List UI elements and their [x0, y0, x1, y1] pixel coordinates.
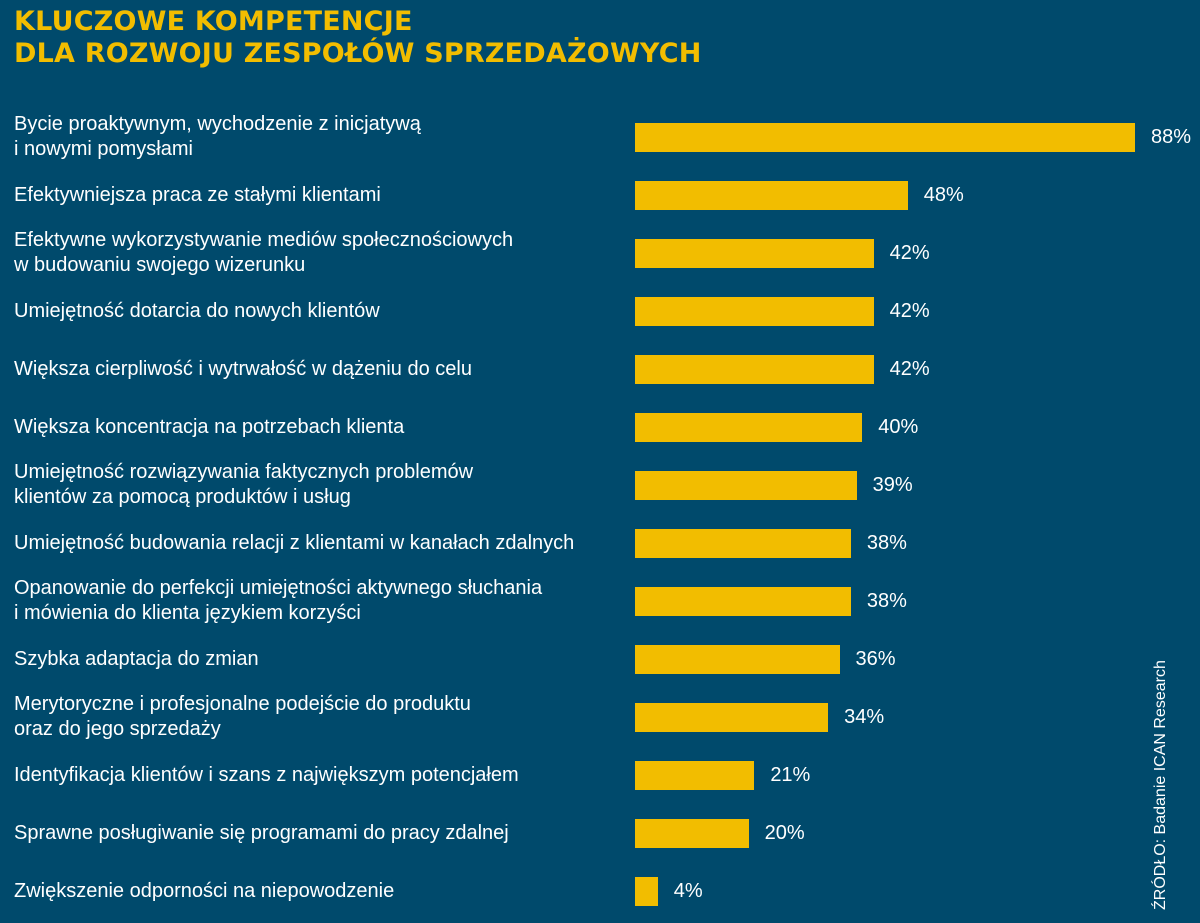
category-label: Merytoryczne i profesjonalne podejście d…: [14, 693, 471, 740]
chart-title-line-2: DLA ROZWOJU ZESPOŁÓW SPRZEDAŻOWYCH: [14, 38, 702, 69]
value-label: 4%: [673, 879, 703, 902]
bar: [635, 529, 851, 558]
source-note: ŹRÓDŁO: Badanie ICAN Research: [1152, 660, 1176, 910]
value-label: 88%: [1151, 125, 1192, 148]
bar-row: Identyfikacja klientów i szans z najwięk…: [0, 746, 1200, 804]
bar: [635, 413, 863, 442]
source-text: ŹRÓDŁO: Badanie ICAN Research: [1152, 660, 1169, 910]
category-label: Umiejętność rozwiązywania faktycznych pr…: [14, 461, 474, 508]
category-label: Efektywniejsza praca ze stałymi klientam…: [14, 183, 381, 206]
value-label: 42%: [889, 357, 930, 380]
bar: [635, 761, 755, 790]
bar-row: Umiejętność dotarcia do nowych klientów 4…: [0, 282, 1200, 340]
value-label: 42%: [889, 241, 930, 264]
bar-row: Umiejętność budowania relacji z klientam…: [0, 514, 1200, 572]
bar: [635, 355, 874, 384]
bar: [635, 645, 840, 674]
bar-row: Merytoryczne i profesjonalne podejście d…: [0, 688, 1200, 746]
value-label: 42%: [889, 299, 930, 322]
bar: [635, 123, 1135, 152]
bar: [635, 181, 908, 210]
category-label: Bycie proaktywnym, wychodzenie z inicjat…: [14, 113, 421, 160]
value-label: 36%: [855, 647, 896, 670]
value-label: 39%: [872, 473, 913, 496]
bar-row: Szybka adaptacja do zmian 36%: [0, 630, 1200, 688]
bar-row: Bycie proaktywnym, wychodzenie z inicjat…: [0, 108, 1200, 166]
bar: [635, 239, 874, 268]
bar: [635, 297, 874, 326]
chart-title: KLUCZOWE KOMPETENCJE DLA ROZWOJU ZESPOŁÓ…: [14, 6, 702, 70]
value-label: 48%: [923, 183, 964, 206]
bar: [635, 877, 658, 906]
bar: [635, 819, 749, 848]
category-label: Umiejętność budowania relacji z klientam…: [14, 531, 575, 554]
bar: [635, 703, 829, 732]
bar-row: Opanowanie do perfekcji umiejętności akt…: [0, 572, 1200, 630]
bar-row: Zwiększenie odporności na niepowodzenie 4…: [0, 862, 1200, 920]
bar-row: Efektywne wykorzystywanie mediów społecz…: [0, 224, 1200, 282]
chart-title-line-1: KLUCZOWE KOMPETENCJE: [14, 6, 413, 37]
category-label: Efektywne wykorzystywanie mediów społecz…: [14, 229, 514, 276]
bar-row: Większa koncentracja na potrzebach klien…: [0, 398, 1200, 456]
category-label: Większa koncentracja na potrzebach klien…: [14, 415, 405, 438]
category-label: Zwiększenie odporności na niepowodzenie: [14, 879, 395, 902]
bar-row: Efektywniejsza praca ze stałymi klientam…: [0, 166, 1200, 224]
value-label: 20%: [764, 821, 805, 844]
bar: [635, 471, 857, 500]
value-label: 40%: [878, 415, 919, 438]
value-label: 38%: [866, 531, 907, 554]
category-label: Umiejętność dotarcia do nowych klientów: [14, 299, 380, 322]
category-label: Większa cierpliwość i wytrwałość w dążen…: [14, 357, 472, 380]
category-label: Opanowanie do perfekcji umiejętności akt…: [14, 577, 543, 624]
value-label: 21%: [770, 763, 811, 786]
category-label: Szybka adaptacja do zmian: [14, 647, 259, 670]
category-label: Sprawne posługiwanie się programami do p…: [14, 821, 509, 844]
bar-row: Sprawne posługiwanie się programami do p…: [0, 804, 1200, 862]
bar-row: Większa cierpliwość i wytrwałość w dążen…: [0, 340, 1200, 398]
category-label: Identyfikacja klientów i szans z najwięk…: [14, 763, 519, 786]
bar: [635, 587, 851, 616]
value-label: 34%: [844, 705, 885, 728]
bar-row: Umiejętność rozwiązywania faktycznych pr…: [0, 456, 1200, 514]
value-label: 38%: [866, 589, 907, 612]
